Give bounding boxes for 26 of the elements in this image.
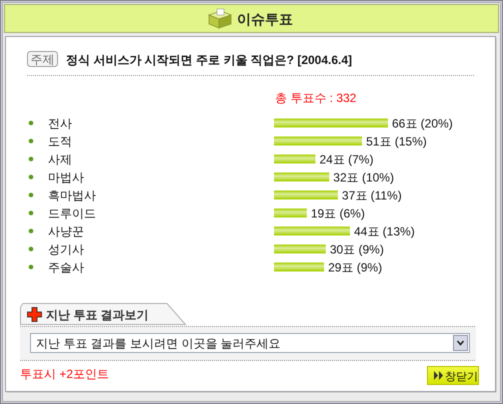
text: 총 투표수 : 332: [275, 91, 357, 105]
y-tick-label: 성기사: [48, 242, 84, 256]
data-label: 30표 (9%): [330, 242, 384, 256]
y-tick-label: 사냥꾼: [48, 224, 84, 238]
text: 지난 투표 결과를 보시려면 이곳을 눌러주세요: [36, 336, 281, 350]
chart-title: 이슈투표: [237, 11, 293, 27]
data-label: 32표 (10%): [333, 170, 394, 184]
data-label: 24표 (7%): [319, 152, 374, 166]
chart-subtitle: 정식 서비스가 시작되면 주로 키울 직업은? [2004.6.4]: [66, 53, 352, 67]
y-tick-label: 드루이드: [48, 206, 96, 220]
data-label: 37표 (11%): [342, 188, 402, 202]
y-tick-label: 주술사: [48, 260, 84, 274]
text: 주제: [30, 52, 54, 66]
y-tick-label: 사제: [48, 152, 72, 166]
y-tick-label: 흑마법사: [48, 188, 96, 202]
text: 지난 투표 결과보기: [46, 308, 149, 322]
text: 창닫기: [445, 371, 478, 383]
text: 투표시 +2포인트: [20, 367, 110, 381]
y-tick-label: 전사: [48, 116, 72, 130]
data-label: 44표 (13%): [354, 224, 415, 238]
data-label: 51표 (15%): [366, 134, 427, 148]
y-tick-label: 마법사: [48, 170, 84, 184]
data-label: 29표 (9%): [328, 260, 382, 274]
data-label: 19표 (6%): [310, 206, 365, 220]
data-label: 66표 (20%): [392, 116, 453, 130]
y-tick-label: 도적: [48, 134, 72, 148]
